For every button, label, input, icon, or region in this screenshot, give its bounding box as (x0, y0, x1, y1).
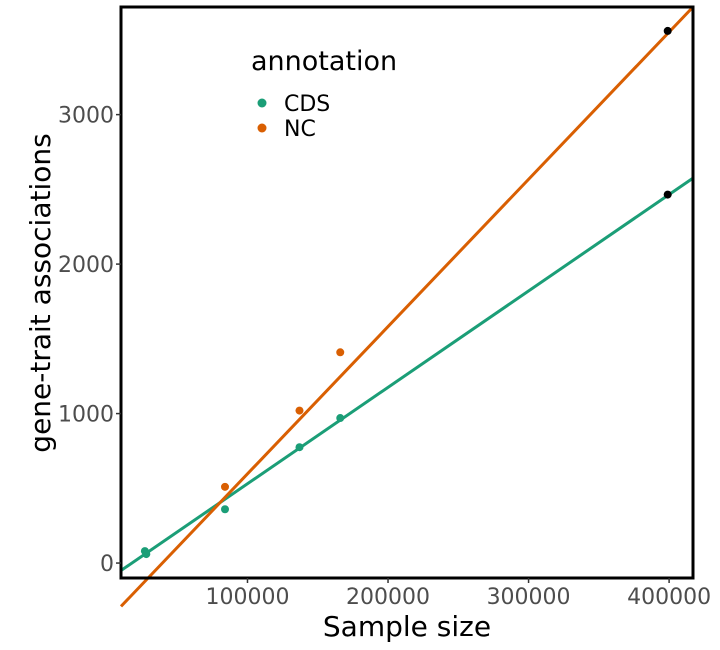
x-tick-label: 200000 (346, 585, 430, 610)
y-axis-title: gene-trait associations (24, 133, 57, 452)
legend-key-nc (257, 123, 267, 133)
legend: annotation CDS NC (251, 46, 397, 142)
y-tick-label: 0 (100, 552, 114, 577)
point-nc (295, 406, 304, 415)
y-tick-label: 2000 (58, 253, 114, 278)
x-tick-label: 300000 (487, 585, 571, 610)
x-axis: 100000 200000 300000 400000 (205, 578, 711, 610)
legend-label-nc: NC (284, 117, 316, 142)
fit-lines (119, 5, 695, 608)
plot-border (119, 5, 695, 580)
x-tick-label: 100000 (205, 585, 289, 610)
data-points (140, 26, 672, 559)
point-cds (142, 550, 151, 559)
point-cds (336, 414, 345, 423)
x-tick-label: 400000 (627, 585, 711, 610)
point-extrapolated (663, 26, 672, 35)
fit-line-nc (119, 5, 695, 608)
legend-title: annotation (251, 46, 397, 77)
y-tick-label: 1000 (58, 403, 114, 428)
y-tick-label: 3000 (58, 104, 114, 129)
legend-key-cds (257, 98, 267, 108)
point-extrapolated (663, 190, 672, 199)
point-nc (221, 482, 229, 491)
point-cds (221, 505, 229, 514)
y-axis: 0 1000 2000 3000 (58, 104, 121, 577)
point-cds (295, 443, 304, 452)
point-nc (336, 348, 345, 357)
plot-background (121, 7, 693, 578)
legend-label-cds: CDS (284, 92, 330, 117)
x-axis-title: Sample size (323, 610, 491, 643)
